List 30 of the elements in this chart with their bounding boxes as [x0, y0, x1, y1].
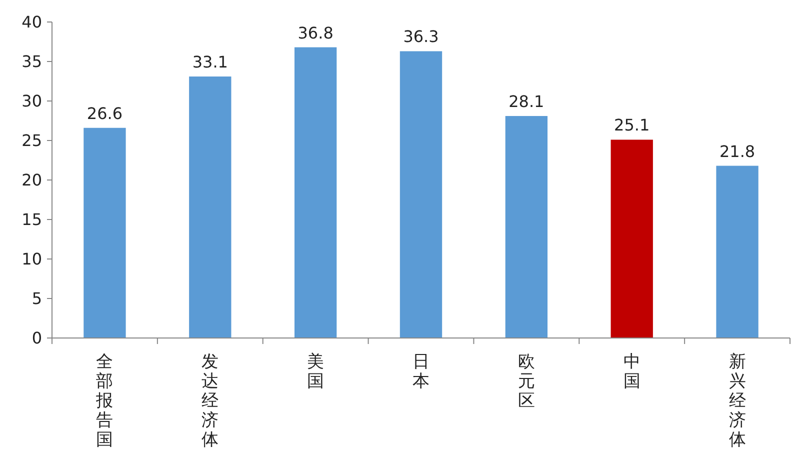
- y-tick-label: 0: [32, 328, 42, 348]
- y-tick-label: 20: [22, 170, 42, 190]
- y-tick-label: 5: [32, 289, 42, 308]
- data-label: 36.3: [403, 27, 439, 46]
- bar: [189, 76, 232, 338]
- y-tick-label: 30: [22, 92, 42, 111]
- bar: [716, 166, 758, 338]
- x-tick-label: 美国: [307, 352, 324, 392]
- data-label: 26.6: [86, 104, 123, 123]
- x-tick-label: 日本: [412, 352, 430, 392]
- x-tick-label: 全部报告国: [95, 352, 114, 450]
- bar: [84, 128, 126, 338]
- y-tick-label: 10: [22, 250, 42, 269]
- y-tick-label: 25: [22, 131, 42, 150]
- bar: [294, 47, 337, 338]
- y-tick-label: 35: [22, 52, 42, 72]
- data-label: 36.8: [298, 23, 334, 42]
- data-label: 28.1: [508, 92, 544, 112]
- x-tick-label: 中国: [623, 352, 640, 392]
- bar: [400, 51, 442, 338]
- y-tick-label: 40: [22, 12, 42, 32]
- bar: [610, 140, 653, 338]
- data-label: 33.1: [192, 52, 228, 72]
- data-label: 21.8: [719, 142, 756, 161]
- x-tick-label: 发达经济体: [202, 352, 219, 450]
- y-tick-label: 15: [22, 210, 42, 230]
- x-tick-label: 新兴经济体: [728, 352, 746, 450]
- x-tick-label: 欧元区: [518, 352, 535, 412]
- data-label: 25.1: [614, 116, 650, 135]
- bar: [505, 116, 548, 338]
